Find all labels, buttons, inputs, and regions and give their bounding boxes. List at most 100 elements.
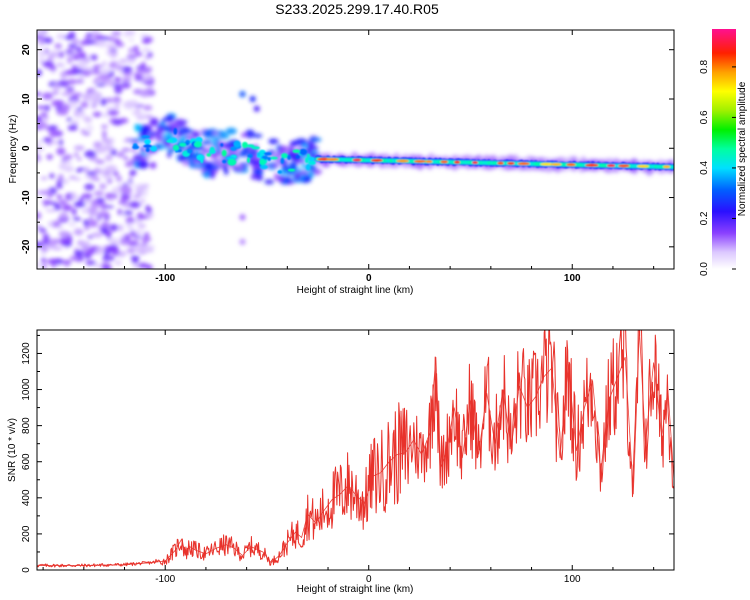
noise-blob: [119, 59, 128, 63]
y-tick-label: -20: [21, 239, 32, 254]
onset-blob: [140, 146, 145, 153]
onset-blob: [270, 138, 275, 145]
noise-blob: [37, 34, 46, 40]
x-tick-label: 100: [564, 574, 581, 585]
noise-blob: [129, 201, 141, 209]
noise-blob: [58, 139, 64, 146]
onset-blob: [293, 168, 303, 172]
noise-blob: [77, 107, 82, 112]
tone-peak: [507, 162, 515, 165]
tone-peak: [472, 161, 478, 165]
isolated-blob: [239, 214, 246, 221]
noise-blob: [140, 199, 146, 203]
noise-blob: [105, 97, 114, 103]
noise-blob: [49, 65, 57, 71]
noise-blob: [61, 103, 71, 112]
noise-blob: [114, 260, 123, 265]
noise-blob: [37, 105, 46, 110]
onset-core: [246, 144, 255, 148]
onset-core: [256, 152, 261, 157]
noise-blob: [112, 171, 119, 176]
noise-blob: [123, 210, 133, 216]
tone-peak: [517, 162, 530, 166]
noise-blob: [59, 51, 64, 59]
onset-core: [308, 160, 316, 165]
onset-core: [141, 135, 151, 139]
spectrogram-y-label: Frequency (Hz): [8, 115, 19, 184]
onset-blob: [156, 134, 161, 142]
noise-blob: [41, 200, 53, 204]
noise-blob: [132, 257, 138, 261]
noise-blob: [37, 225, 43, 229]
noise-blob: [105, 165, 118, 172]
noise-blob: [123, 104, 131, 109]
noise-blob: [37, 69, 43, 77]
snr-x-label: Height of straight line (km): [297, 584, 414, 595]
onset-blob: [309, 165, 317, 172]
colorbar-tick-label: 0.4: [699, 161, 710, 175]
noise-blob: [118, 200, 127, 205]
noise-blob: [56, 194, 63, 200]
noise-blob: [79, 66, 92, 71]
noise-blob: [43, 37, 53, 44]
noise-blob: [95, 83, 106, 87]
noise-blob: [47, 258, 59, 265]
onset-blob: [300, 163, 307, 168]
onset-blob: [160, 133, 172, 141]
noise-blob: [75, 46, 83, 53]
noise-blob: [38, 228, 47, 233]
onset-core: [260, 164, 268, 170]
noise-blob: [85, 124, 94, 132]
onset-blob: [254, 168, 264, 175]
isolated-blob: [253, 105, 260, 112]
noise-blob: [144, 245, 154, 252]
onset-blob: [309, 137, 322, 142]
noise-blob: [106, 43, 116, 50]
onset-blob: [215, 147, 221, 153]
noise-blob: [85, 260, 97, 266]
colorbar: 0.0 0.2 0.4 0.6 0.8 Normalized spectral ampl…: [699, 29, 748, 276]
noise-blob: [60, 71, 65, 76]
tone-peak: [550, 163, 562, 166]
noise-blob: [75, 109, 85, 117]
tone-peak: [497, 161, 504, 165]
x-tick-label: 0: [366, 273, 372, 284]
noise-blob: [72, 92, 83, 97]
noise-blob: [123, 33, 130, 38]
noise-blob: [95, 159, 105, 164]
onset-blob: [183, 126, 189, 131]
noise-blob: [93, 190, 105, 197]
noise-blob: [126, 54, 137, 60]
noise-blob: [47, 221, 54, 227]
onset-blob: [218, 157, 226, 167]
noise-blob: [73, 145, 85, 151]
noise-blob: [102, 144, 114, 152]
noise-blob: [37, 91, 42, 97]
onset-blob: [282, 179, 289, 183]
noise-blob: [102, 138, 113, 144]
tone-peak: [585, 163, 599, 167]
onset-core: [277, 170, 283, 174]
onset-blob: [289, 140, 300, 147]
noise-blob: [40, 176, 48, 181]
y-tick-label: 10: [21, 93, 32, 105]
noise-blob: [123, 156, 128, 161]
noise-blob: [118, 224, 124, 232]
colorbar-tick-label: 0.0: [699, 262, 710, 276]
noise-blob: [94, 77, 100, 82]
noise-blob: [48, 125, 58, 130]
noise-blob: [136, 212, 144, 221]
noise-blob: [54, 43, 62, 49]
onset-blob: [167, 114, 173, 124]
noise-blob: [102, 173, 113, 180]
isolated-blob: [239, 238, 246, 245]
noise-blob: [128, 47, 134, 54]
isolated-blob: [249, 96, 256, 102]
noise-blob: [68, 222, 77, 227]
noise-blob: [106, 111, 117, 116]
noise-blob: [142, 80, 154, 85]
y-tick-label: 0: [21, 145, 32, 151]
